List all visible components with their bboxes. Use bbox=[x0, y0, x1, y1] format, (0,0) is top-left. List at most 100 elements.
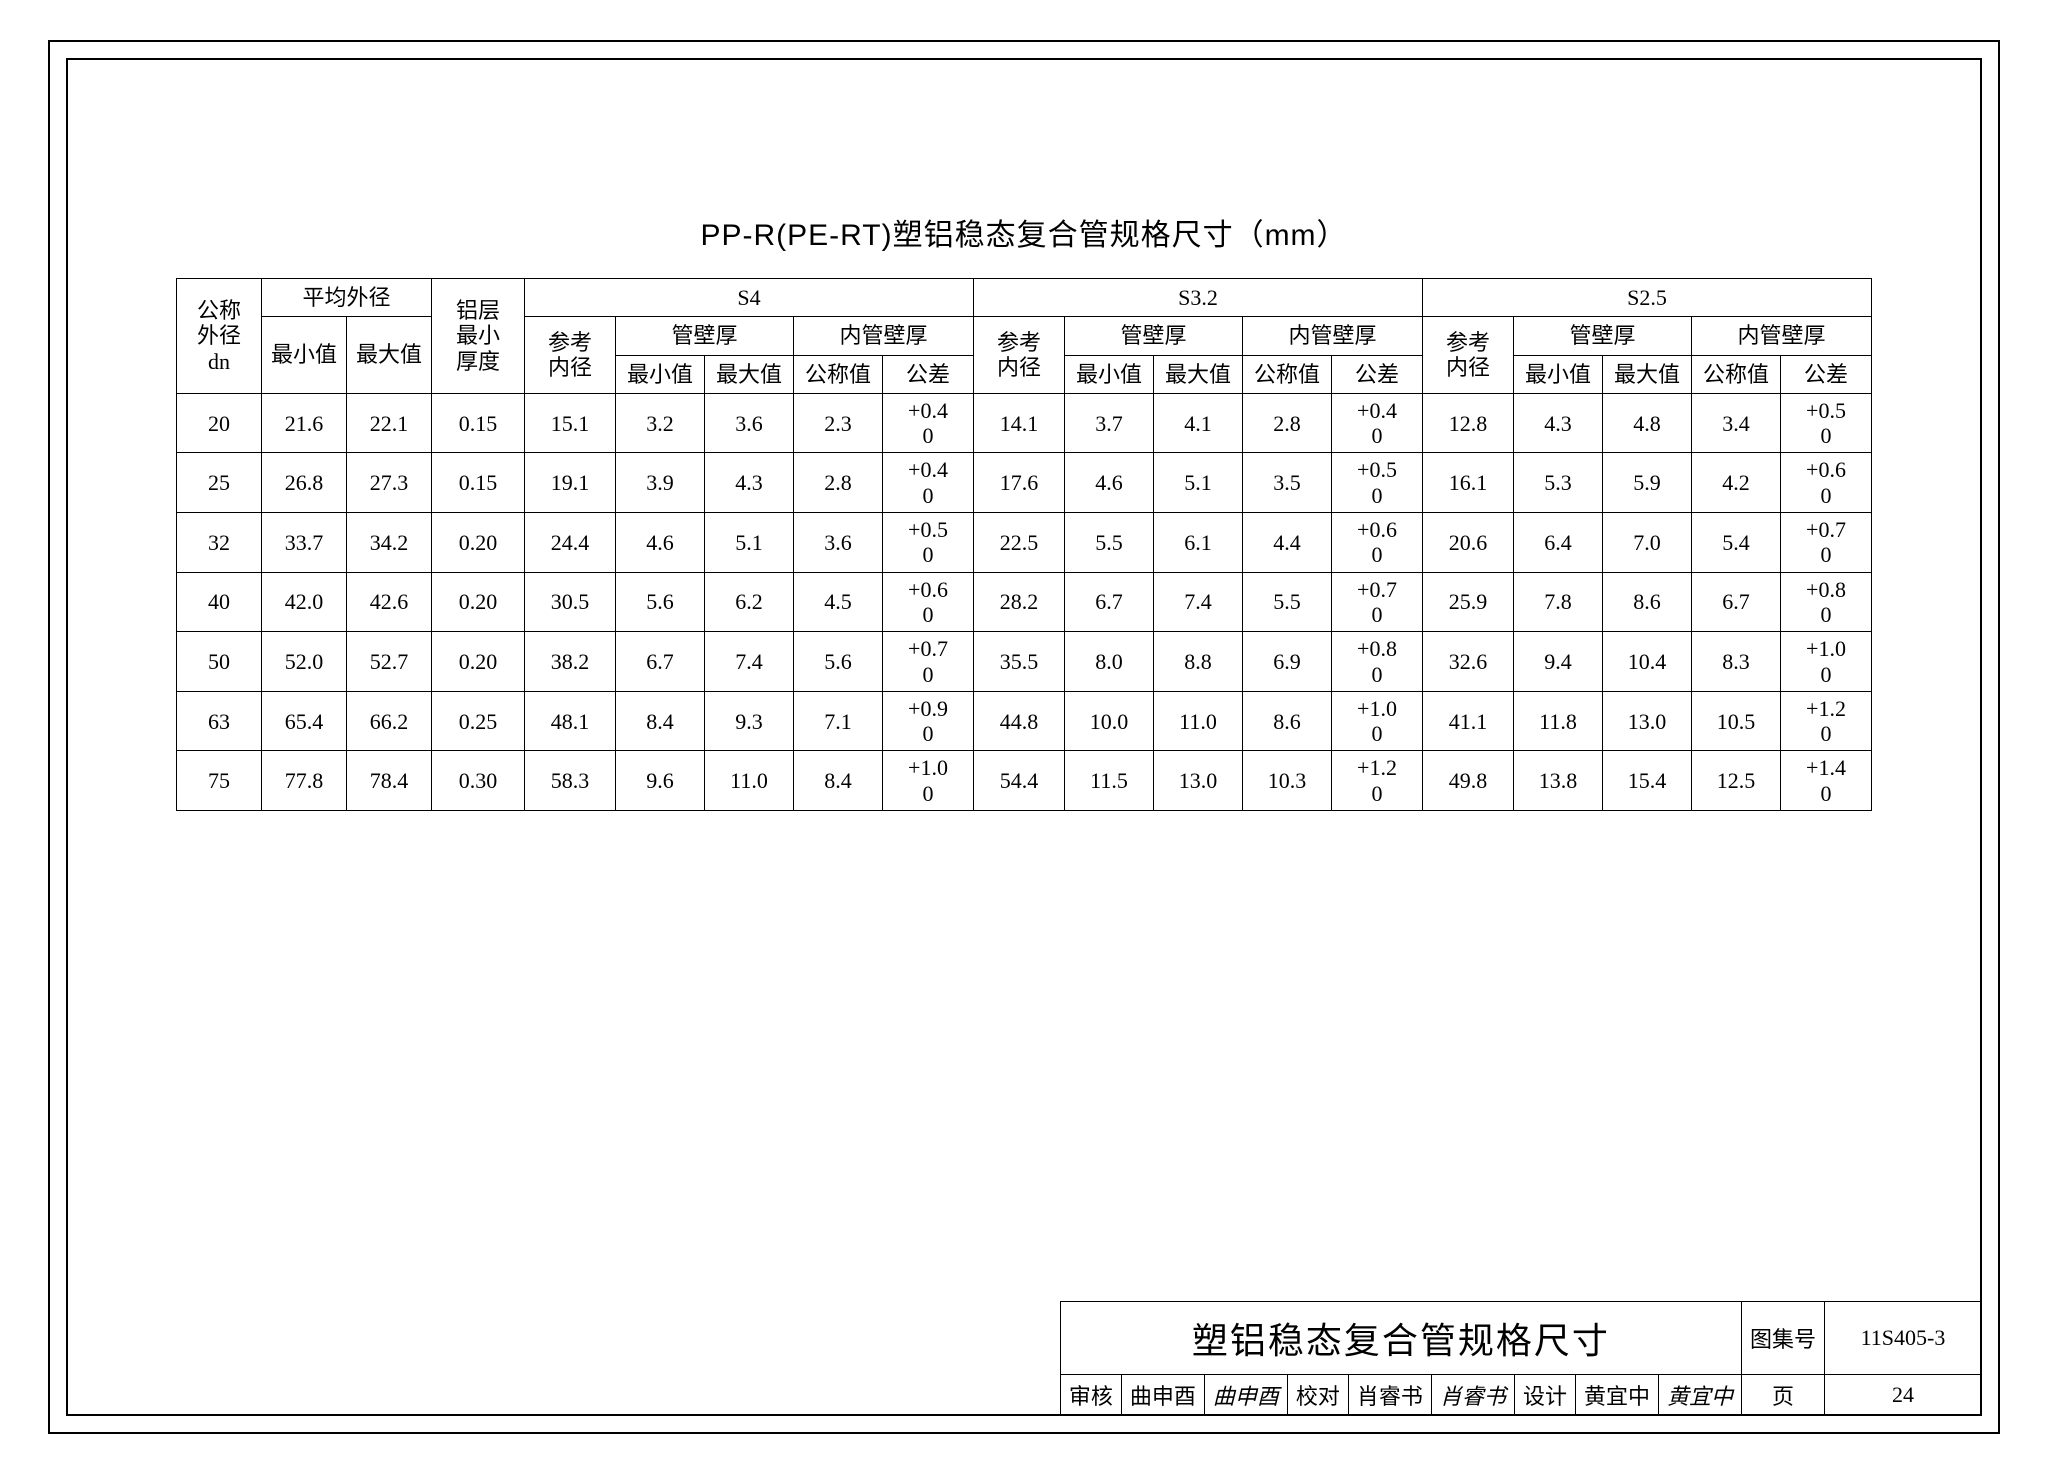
cell: 6.4 bbox=[1514, 513, 1603, 573]
cell-tol: +0.40 bbox=[1332, 393, 1423, 453]
cell: 41.1 bbox=[1423, 691, 1514, 751]
cell-tol: +0.60 bbox=[1332, 513, 1423, 573]
cell: 65.4 bbox=[262, 691, 347, 751]
cell: 8.6 bbox=[1243, 691, 1332, 751]
cell: 9.3 bbox=[705, 691, 794, 751]
hdr-s25-wmin: 最小值 bbox=[1514, 355, 1603, 393]
page-title: PP-R(PE-RT)塑铝稳态复合管规格尺寸（mm） bbox=[68, 210, 1980, 254]
cell-tol: +0.50 bbox=[1781, 393, 1872, 453]
cell: 7.0 bbox=[1603, 513, 1692, 573]
cell: 0.15 bbox=[432, 453, 525, 513]
hdr-dn: 公称 外径 dn bbox=[177, 279, 262, 394]
cell: 8.6 bbox=[1603, 572, 1692, 632]
cell: 24.4 bbox=[525, 513, 616, 573]
cell: 32.6 bbox=[1423, 632, 1514, 692]
cell: 30.5 bbox=[525, 572, 616, 632]
atlas-label: 图集号 bbox=[1741, 1302, 1824, 1375]
cell-tol: +0.60 bbox=[883, 572, 974, 632]
cell: 42.0 bbox=[262, 572, 347, 632]
cell: 13.8 bbox=[1514, 751, 1603, 811]
table-row: 2526.827.30.1519.13.94.32.8+0.4017.64.65… bbox=[177, 453, 1872, 513]
design-name: 黄宜中 bbox=[1575, 1375, 1658, 1416]
cell: 17.6 bbox=[974, 453, 1065, 513]
hdr-s32-wall: 管壁厚 bbox=[1065, 317, 1243, 355]
cell: 0.30 bbox=[432, 751, 525, 811]
cell: 3.6 bbox=[705, 393, 794, 453]
cell: 6.7 bbox=[1065, 572, 1154, 632]
cell: 32 bbox=[177, 513, 262, 573]
cell-tol: +0.60 bbox=[1781, 453, 1872, 513]
cell-tol: +1.00 bbox=[1332, 691, 1423, 751]
cell: 52.0 bbox=[262, 632, 347, 692]
design-label: 设计 bbox=[1514, 1375, 1575, 1416]
cell: 63 bbox=[177, 691, 262, 751]
hdr-s32-inner: 内管壁厚 bbox=[1243, 317, 1423, 355]
spec-table: 公称 外径 dn 平均外径 铝层 最小 厚度 S4 S3.2 S2.5 最小值 … bbox=[176, 278, 1872, 811]
hdr-s4-inner: 内管壁厚 bbox=[794, 317, 974, 355]
hdr-s25: S2.5 bbox=[1423, 279, 1872, 317]
cell: 11.5 bbox=[1065, 751, 1154, 811]
cell: 0.15 bbox=[432, 393, 525, 453]
cell: 22.5 bbox=[974, 513, 1065, 573]
table-row: 3233.734.20.2024.44.65.13.6+0.5022.55.56… bbox=[177, 513, 1872, 573]
hdr-s4-tol: 公差 bbox=[883, 355, 974, 393]
cell: 77.8 bbox=[262, 751, 347, 811]
cell-tol: +1.40 bbox=[1781, 751, 1872, 811]
cell: 8.3 bbox=[1692, 632, 1781, 692]
cell: 11.0 bbox=[1154, 691, 1243, 751]
hdr-s32-inom: 公称值 bbox=[1243, 355, 1332, 393]
table-row: 4042.042.60.2030.55.66.24.5+0.6028.26.77… bbox=[177, 572, 1872, 632]
cell: 48.1 bbox=[525, 691, 616, 751]
title-block: 塑铝稳态复合管规格尺寸 图集号 11S405-3 审核 曲申酉 曲申酉 校对 肖… bbox=[1060, 1301, 1982, 1416]
cell: 4.6 bbox=[616, 513, 705, 573]
cell: 4.3 bbox=[1514, 393, 1603, 453]
cell: 5.6 bbox=[616, 572, 705, 632]
cell: 3.4 bbox=[1692, 393, 1781, 453]
cell: 2.8 bbox=[1243, 393, 1332, 453]
cell: 8.4 bbox=[616, 691, 705, 751]
hdr-s32-wmin: 最小值 bbox=[1065, 355, 1154, 393]
cell: 66.2 bbox=[347, 691, 432, 751]
cell: 54.4 bbox=[974, 751, 1065, 811]
cell: 3.2 bbox=[616, 393, 705, 453]
cell: 12.8 bbox=[1423, 393, 1514, 453]
cell: 2.8 bbox=[794, 453, 883, 513]
table-row: 6365.466.20.2548.18.49.37.1+0.9044.810.0… bbox=[177, 691, 1872, 751]
cell: 10.4 bbox=[1603, 632, 1692, 692]
cell: 4.8 bbox=[1603, 393, 1692, 453]
titleblock-big: 塑铝稳态复合管规格尺寸 bbox=[1060, 1302, 1741, 1375]
cell: 10.5 bbox=[1692, 691, 1781, 751]
cell: 13.0 bbox=[1154, 751, 1243, 811]
cell: 5.4 bbox=[1692, 513, 1781, 573]
cell: 3.9 bbox=[616, 453, 705, 513]
review-label: 审核 bbox=[1060, 1375, 1121, 1416]
cell: 5.9 bbox=[1603, 453, 1692, 513]
hdr-s4-wall: 管壁厚 bbox=[616, 317, 794, 355]
cell: 4.6 bbox=[1065, 453, 1154, 513]
cell: 28.2 bbox=[974, 572, 1065, 632]
cell: 15.4 bbox=[1603, 751, 1692, 811]
cell: 3.5 bbox=[1243, 453, 1332, 513]
cell: 40 bbox=[177, 572, 262, 632]
cell-tol: +0.50 bbox=[1332, 453, 1423, 513]
cell: 7.1 bbox=[794, 691, 883, 751]
drawing-sheet: PP-R(PE-RT)塑铝稳态复合管规格尺寸（mm） 公称 外径 dn 平均外径… bbox=[0, 0, 2048, 1474]
cell: 78.4 bbox=[347, 751, 432, 811]
atlas-no: 11S405-3 bbox=[1825, 1302, 1982, 1375]
cell-tol: +0.80 bbox=[1332, 632, 1423, 692]
cell: 6.2 bbox=[705, 572, 794, 632]
cell: 5.5 bbox=[1243, 572, 1332, 632]
cell: 14.1 bbox=[974, 393, 1065, 453]
hdr-s25-inom: 公称值 bbox=[1692, 355, 1781, 393]
cell: 5.5 bbox=[1065, 513, 1154, 573]
cell: 6.7 bbox=[616, 632, 705, 692]
cell-tol: +1.20 bbox=[1781, 691, 1872, 751]
cell: 58.3 bbox=[525, 751, 616, 811]
hdr-s4-inom: 公称值 bbox=[794, 355, 883, 393]
cell-tol: +0.50 bbox=[883, 513, 974, 573]
table-row: 2021.622.10.1515.13.23.62.3+0.4014.13.74… bbox=[177, 393, 1872, 453]
cell-tol: +0.40 bbox=[883, 453, 974, 513]
cell: 15.1 bbox=[525, 393, 616, 453]
cell: 7.8 bbox=[1514, 572, 1603, 632]
cell: 10.0 bbox=[1065, 691, 1154, 751]
